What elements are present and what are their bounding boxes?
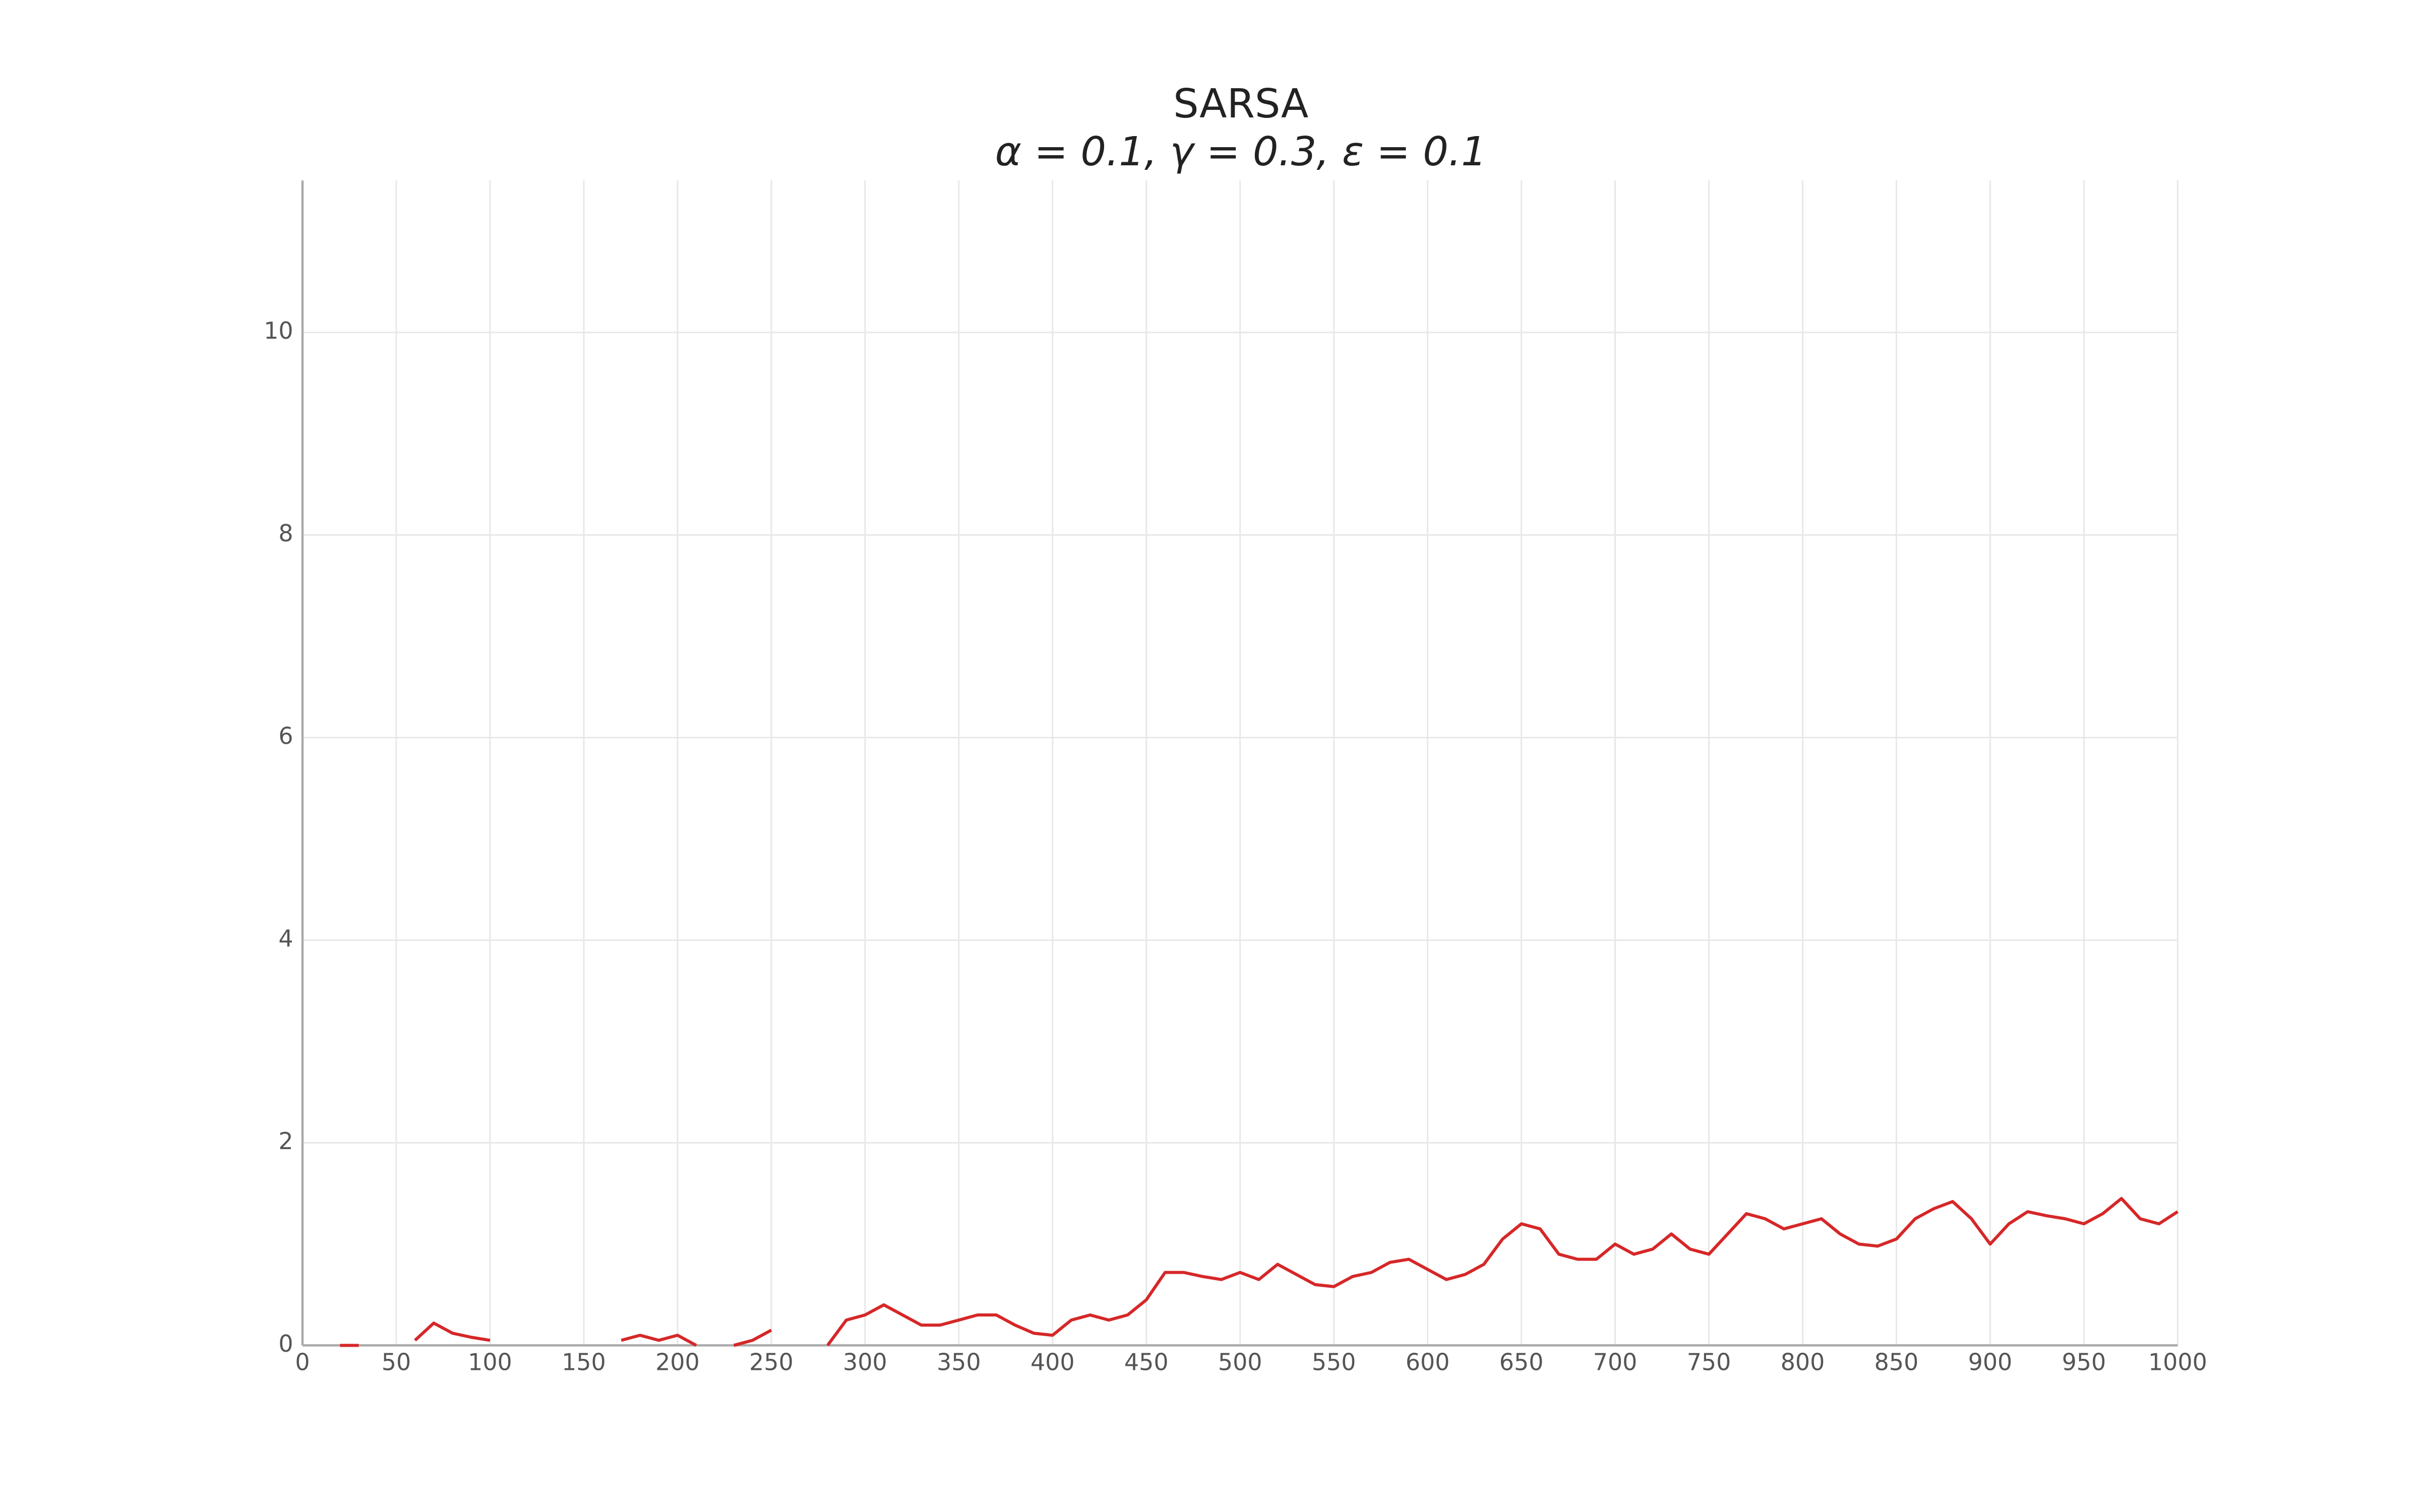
y-tick-label: 0 bbox=[278, 1330, 293, 1357]
x-tick-label: 300 bbox=[843, 1349, 887, 1376]
x-tick-label: 50 bbox=[382, 1349, 411, 1376]
x-tick-label: 450 bbox=[1124, 1349, 1169, 1376]
x-tick-label: 150 bbox=[562, 1349, 606, 1376]
chart-title: SARSA bbox=[1173, 80, 1308, 127]
x-tick-label: 700 bbox=[1593, 1349, 1638, 1376]
x-tick-label: 650 bbox=[1499, 1349, 1544, 1376]
y-tick-label: 8 bbox=[278, 520, 293, 547]
x-tick-label: 800 bbox=[1781, 1349, 1825, 1376]
x-tick-label: 250 bbox=[749, 1349, 794, 1376]
y-tick-label: 2 bbox=[278, 1127, 293, 1155]
x-tick-label: 500 bbox=[1218, 1349, 1262, 1376]
x-tick-label: 850 bbox=[1874, 1349, 1919, 1376]
x-tick-label: 750 bbox=[1687, 1349, 1731, 1376]
x-tick-label: 950 bbox=[2062, 1349, 2106, 1376]
chart-subtitle: α = 0.1, γ = 0.3, ε = 0.1 bbox=[995, 128, 1487, 175]
x-tick-label: 350 bbox=[937, 1349, 981, 1376]
x-tick-label: 1000 bbox=[2148, 1349, 2207, 1376]
data-line bbox=[340, 1196, 2179, 1347]
y-tick-label: 6 bbox=[278, 722, 293, 749]
x-tick-label: 0 bbox=[295, 1349, 310, 1376]
y-tick-label: 4 bbox=[278, 925, 293, 952]
x-tick-label: 600 bbox=[1406, 1349, 1450, 1376]
x-tick-label: 400 bbox=[1031, 1349, 1075, 1376]
x-tick-label: 550 bbox=[1312, 1349, 1356, 1376]
x-tick-label: 200 bbox=[655, 1349, 700, 1376]
y-tick-label: 10 bbox=[264, 317, 293, 344]
x-tick-label: 100 bbox=[468, 1349, 512, 1376]
x-tick-label: 900 bbox=[1968, 1349, 2013, 1376]
